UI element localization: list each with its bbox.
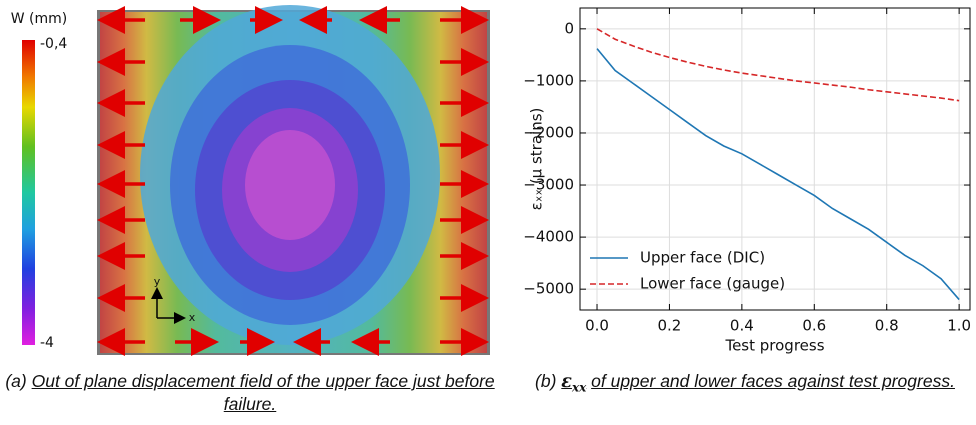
caption-text: Out of plane displacement field of the u… — [31, 371, 495, 414]
caption-tag: (a) — [5, 371, 27, 391]
x-axis-label: Test progress — [724, 337, 824, 355]
colorbar-label: -0,4 — [40, 36, 67, 52]
x-tick-label: 0.4 — [730, 317, 754, 335]
caption-a: (a) Out of plane displacement field of t… — [0, 370, 500, 416]
x-tick-label: 0.6 — [802, 317, 826, 335]
figure: y x W (mm) -0,4 -4 0 −1000 −2000 −3000 −4000… — [11, 5, 971, 356]
y-tick-label: −3000 — [523, 176, 574, 194]
subscript: xx — [571, 380, 587, 395]
series-line — [596, 48, 960, 301]
y-tick-label: −2000 — [523, 123, 574, 141]
axis-label: y — [154, 275, 161, 288]
y-tick-label: −5000 — [523, 280, 574, 298]
colorbar-title: W (mm) — [11, 11, 68, 27]
load-arrows — [97, 6, 489, 356]
caption-tag: (b) — [535, 371, 557, 391]
y-tick-label: 0 — [564, 19, 574, 37]
caption-symbol: εxx — [561, 372, 587, 395]
caption-text: of upper and lower faces against test pr… — [591, 371, 955, 391]
legend-label: Upper face (DIC) — [640, 249, 765, 267]
x-tick-label: 1.0 — [947, 317, 971, 335]
series-line — [596, 28, 960, 102]
caption-b: (b) εxx of upper and lower faces against… — [530, 370, 960, 400]
colorbar — [22, 40, 35, 345]
x-tick-label: 0.2 — [658, 317, 682, 335]
axis-label: x — [189, 311, 196, 324]
y-tick-label: −1000 — [523, 71, 574, 89]
y-axis-label: εₓₓ (µ strains) — [528, 108, 546, 211]
legend-label: Lower face (gauge) — [640, 275, 785, 293]
symbol: ε — [561, 372, 572, 392]
plot-frame — [579, 7, 971, 311]
x-tick-label: 0.8 — [875, 317, 899, 335]
chart: 0 −1000 −2000 −3000 −4000 −5000 0.0 0.2 0.4 0.6 0.… — [523, 7, 971, 355]
x-tick-label: 0.0 — [585, 317, 609, 335]
colorbar-label: -4 — [40, 335, 54, 351]
axes-icon — [151, 287, 186, 324]
displacement-field — [97, 5, 490, 355]
y-tick-label: −4000 — [523, 228, 574, 246]
